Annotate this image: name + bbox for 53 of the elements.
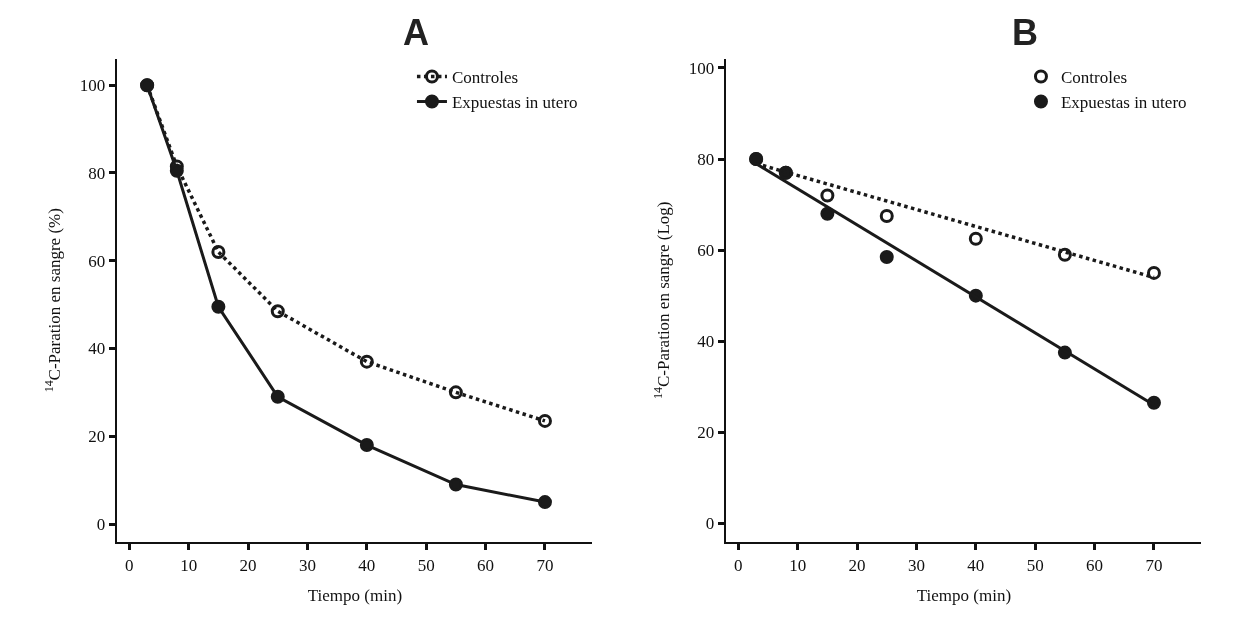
point xyxy=(820,188,835,203)
point xyxy=(359,354,374,369)
y-tick-label: 0 xyxy=(705,514,715,534)
y-tick-label: 40 xyxy=(88,339,106,359)
x-tick-label: 0 xyxy=(125,555,134,575)
y-tick-label: 100 xyxy=(688,58,715,78)
point xyxy=(211,244,226,259)
legend-label: Expuestas in utero xyxy=(451,93,578,113)
x-tick-label: 40 xyxy=(358,555,376,575)
y-tick-label: 100 xyxy=(79,76,106,96)
x-tick-label: 20 xyxy=(239,555,257,575)
point xyxy=(879,208,894,223)
point xyxy=(968,231,983,246)
x-tick-label: 30 xyxy=(298,555,316,575)
point xyxy=(359,438,374,453)
point xyxy=(270,389,285,404)
chart-title: A xyxy=(403,12,429,53)
point xyxy=(1057,247,1072,262)
x-tick-label: 70 xyxy=(1145,555,1163,575)
x-axis-title: Tiempo (min) xyxy=(916,585,1012,605)
x-tick-label: 10 xyxy=(789,555,807,575)
point xyxy=(448,477,463,492)
x-tick-label: 0 xyxy=(734,555,743,575)
x-tick-label: 50 xyxy=(417,555,435,575)
x-tick-label: 10 xyxy=(180,555,198,575)
y-tick-label: 20 xyxy=(697,423,715,443)
point xyxy=(537,495,552,510)
y-tick-label: 80 xyxy=(88,163,106,183)
x-tick-label: 70 xyxy=(536,555,554,575)
x-tick-label: 50 xyxy=(1026,555,1044,575)
x-tick-label: 20 xyxy=(848,555,866,575)
y-tick-label: 20 xyxy=(88,427,106,447)
legend-label: Expuestas in utero xyxy=(1060,93,1187,113)
point xyxy=(1146,265,1161,280)
point xyxy=(211,299,226,314)
y-tick-label: 40 xyxy=(697,332,715,352)
point xyxy=(448,385,463,400)
legend-label: Controles xyxy=(1060,68,1128,88)
x-tick-label: 40 xyxy=(967,555,985,575)
y-tick-label: 60 xyxy=(697,241,715,261)
x-axis-title: Tiempo (min) xyxy=(307,585,403,605)
legend-label: Controles xyxy=(451,68,519,88)
chart-title: B xyxy=(1012,12,1038,53)
point xyxy=(879,249,894,264)
y-tick-label: 0 xyxy=(96,514,106,534)
x-tick-label: 30 xyxy=(907,555,925,575)
point xyxy=(537,413,552,428)
point xyxy=(270,304,285,319)
y-tick-label: 60 xyxy=(88,251,106,271)
x-tick-label: 60 xyxy=(477,555,495,575)
point xyxy=(169,163,184,178)
y-tick-label: 80 xyxy=(697,150,715,170)
x-tick-label: 60 xyxy=(1086,555,1104,575)
